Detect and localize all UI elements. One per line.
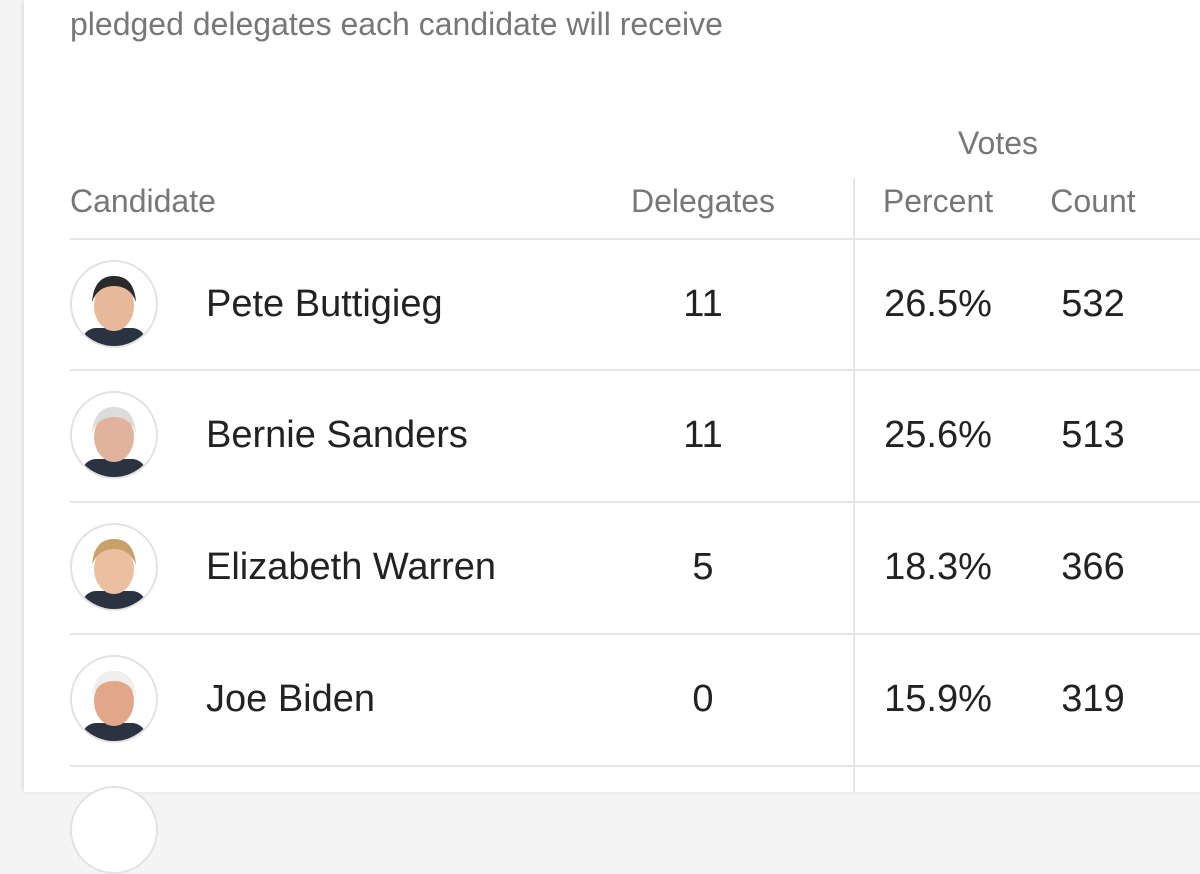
row-divider [70,633,1200,635]
table-cell: 5 [692,546,714,588]
candidate-name: Joe Biden [206,678,376,720]
table-cell: 11 [683,283,723,325]
column-header: Percent [882,183,994,219]
table-cell: 26.5% [884,283,992,325]
candidate-name: Pete Buttigieg [206,283,443,325]
candidate-photo [70,655,158,743]
portrait [82,407,146,477]
table-cell: 11 [683,414,723,456]
portrait [82,671,146,741]
candidate-name: Bernie Sanders [206,414,468,456]
row-divider [70,369,1200,371]
candidate-photo [70,260,158,348]
row-divider [70,238,1200,240]
row-divider [70,501,1200,503]
table-cell: 0 [692,678,714,720]
table-cell: 18.3% [884,546,992,588]
candidate-photo [70,523,158,611]
group-header: Votes [957,125,1039,161]
column-header: Count [1050,183,1136,219]
candidate-name: Elizabeth Warren [206,546,497,588]
row-divider [70,765,1200,767]
candidate-photo [70,786,158,874]
subtitle: pledged delegates each candidate will re… [70,6,723,42]
table-cell: 513 [1061,414,1125,456]
table-cell: 15.9% [884,678,992,720]
column-header: Delegates [630,183,776,219]
table-cell: 319 [1061,678,1125,720]
page: pledged delegates each candidate will re… [24,0,1200,874]
table-cell: 366 [1061,546,1125,588]
results-card: pledged delegates each candidate will re… [24,0,1200,874]
column-header: Candidate [70,183,216,219]
candidate-photo [70,391,158,479]
portrait [82,276,146,346]
column-divider [853,178,855,792]
table-cell: 532 [1061,283,1125,325]
table-cell: 25.6% [884,414,992,456]
portrait [82,539,146,609]
